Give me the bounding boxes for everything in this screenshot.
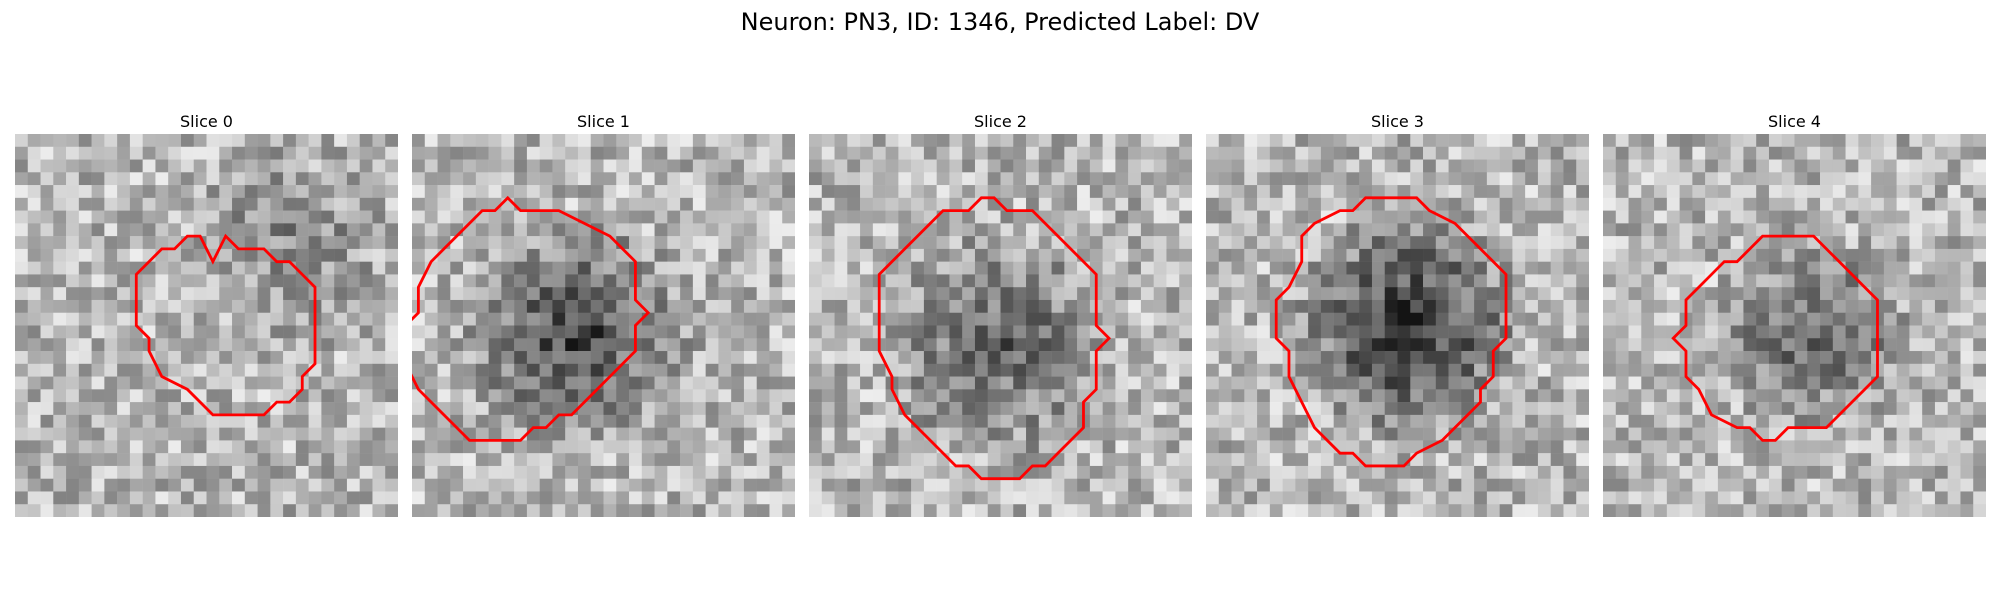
- roi-contour: [1671, 234, 1879, 442]
- pixel-grid: [809, 134, 1192, 517]
- slice-image-4: [1603, 134, 1986, 517]
- roi-contour: [134, 233, 317, 417]
- slice-panel-0: Slice 0: [15, 110, 398, 517]
- slice-image-2: [809, 134, 1192, 517]
- slice-title: Slice 3: [1371, 112, 1424, 131]
- roi-contour: [877, 196, 1112, 481]
- slice-image-1: [412, 134, 795, 517]
- slice-panel-1: Slice 1: [412, 110, 795, 517]
- slice-title: Slice 4: [1768, 112, 1821, 131]
- pixel-grid: [1206, 134, 1589, 517]
- pixel-grid: [15, 134, 398, 517]
- slice-image-3: [1206, 134, 1589, 517]
- slice-panel-4: Slice 4: [1603, 110, 1986, 517]
- slice-title: Slice 2: [974, 112, 1027, 131]
- slice-image-0: [15, 134, 398, 517]
- roi-contour: [412, 195, 651, 442]
- pixel-grid: [412, 134, 795, 517]
- pixel-grid: [1603, 134, 1986, 517]
- slice-title: Slice 1: [577, 112, 630, 131]
- slice-panel-3: Slice 3: [1206, 110, 1589, 517]
- roi-contour: [1274, 196, 1508, 468]
- slice-title: Slice 0: [180, 112, 233, 131]
- figure-title: Neuron: PN3, ID: 1346, Predicted Label: …: [740, 8, 1260, 36]
- slice-panel-2: Slice 2: [809, 110, 1192, 517]
